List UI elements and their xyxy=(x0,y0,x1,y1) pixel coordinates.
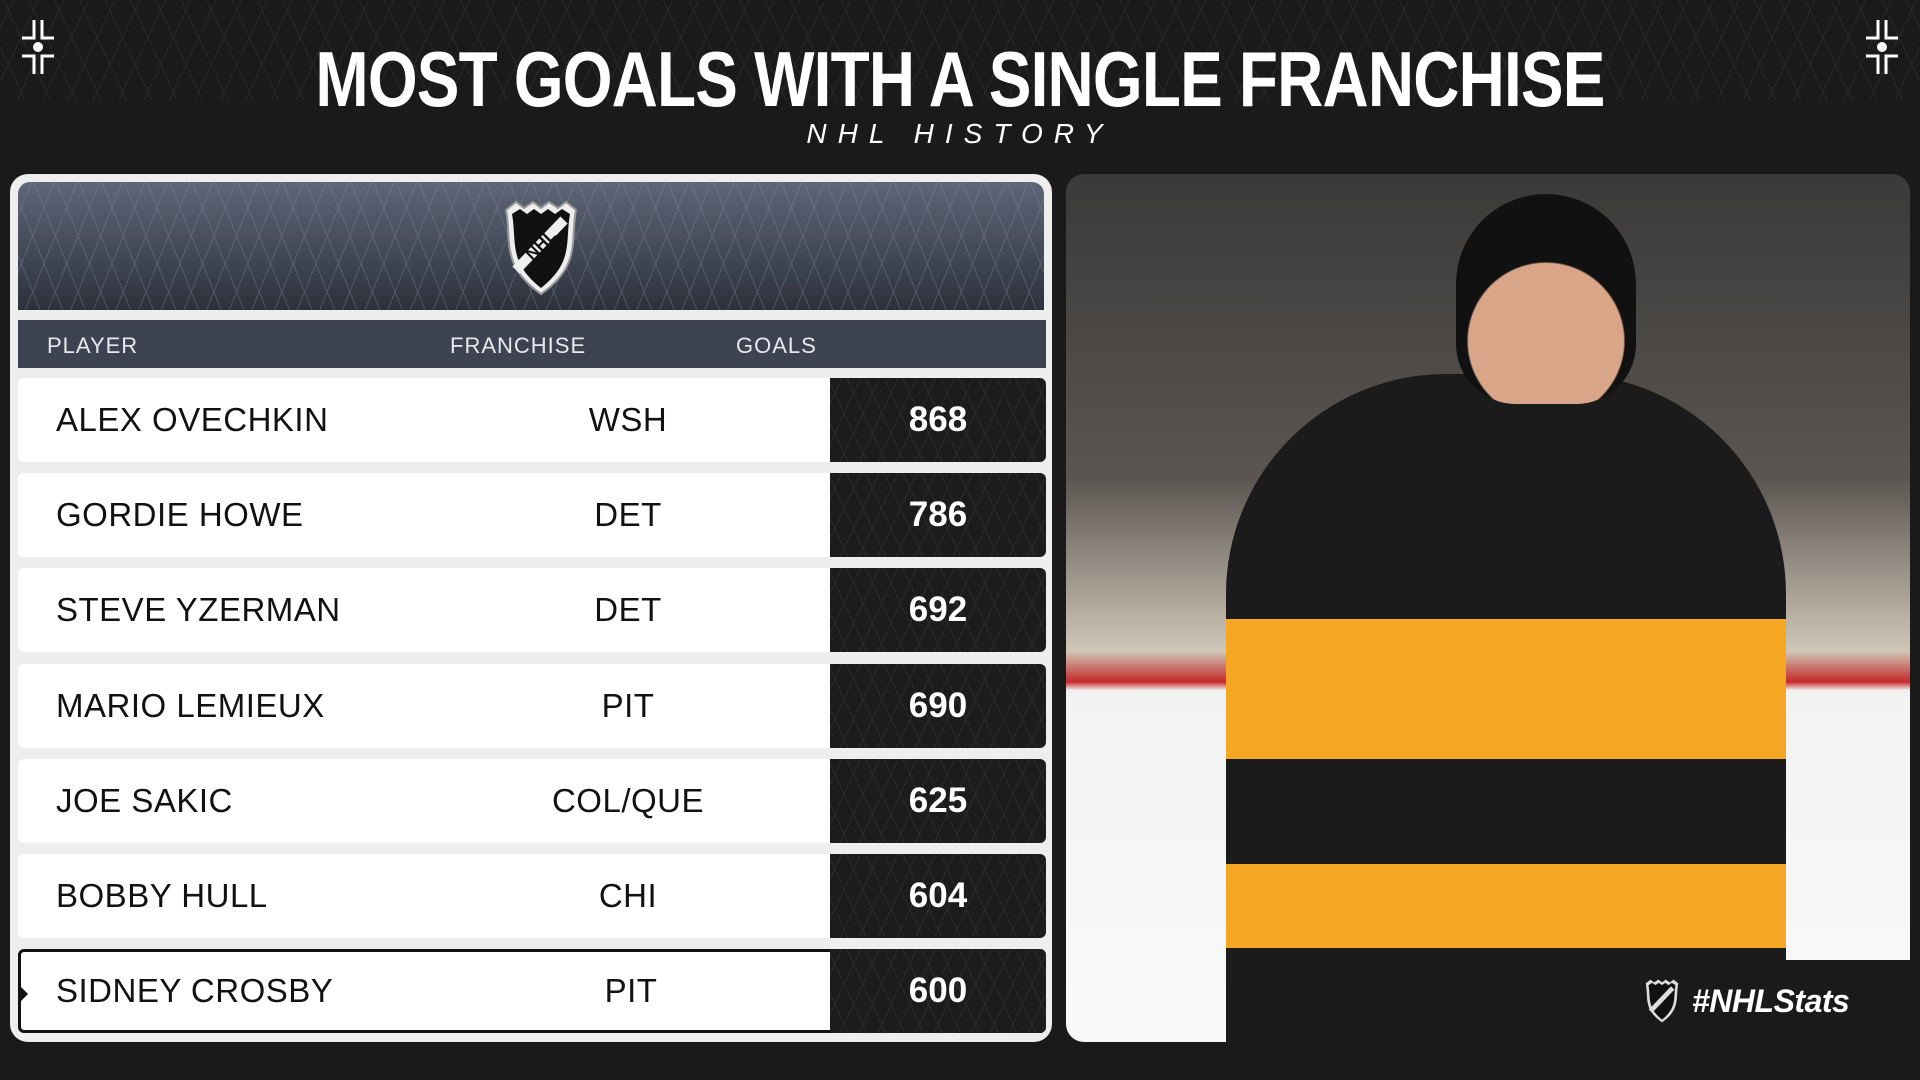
player-name: GORDIE HOWE xyxy=(56,496,304,534)
leaderboard-table: NHL PLAYER FRANCHISE GOALS ALEX OVECHKIN… xyxy=(10,174,1052,1042)
goals-value: 690 xyxy=(830,663,1046,748)
player-name: MARIO LEMIEUX xyxy=(56,686,325,724)
page-title: MOST GOALS WITH A SINGLE FRANCHISE xyxy=(315,35,1605,123)
table-header-banner: NHL xyxy=(18,182,1044,310)
player-name: JOE SAKIC xyxy=(56,781,233,819)
column-header-franchise: FRANCHISE xyxy=(450,333,587,358)
player-photo xyxy=(1066,174,1910,1042)
crosshair-icon xyxy=(22,20,54,74)
goals-value: 868 xyxy=(830,378,1046,462)
franchise: COL/QUE xyxy=(551,781,705,819)
column-header-goals: GOALS xyxy=(736,333,817,358)
player-name: BOBBY HULL xyxy=(56,877,268,914)
table-row: BOBBY HULL CHI 604 xyxy=(18,854,1046,938)
franchise: WSH xyxy=(588,401,668,438)
hashtag-label: #NHLStats xyxy=(1692,982,1850,1019)
player-name: ALEX OVECHKIN xyxy=(56,401,329,438)
table-row: MARIO LEMIEUX PIT 690 xyxy=(18,663,1046,748)
franchise: DET xyxy=(594,591,662,629)
goals-value: 625 xyxy=(830,758,1046,843)
goals-value: 692 xyxy=(830,568,1046,653)
nhlstats-badge: #NHLStats xyxy=(1618,960,1920,1042)
table-row: SIDNEY CROSBY PIT 600 xyxy=(18,949,1046,1034)
nhl-logo-icon: NHL xyxy=(504,200,578,296)
player-name: STEVE YZERMAN xyxy=(56,591,341,629)
column-header-row: PLAYER FRANCHISE GOALS xyxy=(18,320,1046,368)
franchise: PIT xyxy=(604,972,658,1010)
background-pattern xyxy=(0,0,1920,100)
crosshair-icon xyxy=(1866,20,1898,74)
goals-value: 604 xyxy=(830,854,1046,938)
page-subtitle: NHL HISTORY xyxy=(806,118,1114,149)
goals-value: 786 xyxy=(830,473,1046,558)
nhl-shield-icon xyxy=(1645,979,1679,1023)
table-row: GORDIE HOWE DET 786 xyxy=(18,473,1046,558)
column-header-player: PLAYER xyxy=(47,333,139,358)
helmet-graphic xyxy=(1456,194,1636,404)
franchise: CHI xyxy=(598,877,658,914)
goals-value: 600 xyxy=(830,949,1046,1034)
table-row: JOE SAKIC COL/QUE 625 xyxy=(18,758,1046,843)
franchise: PIT xyxy=(601,686,655,724)
jersey-graphic xyxy=(1226,374,1786,1042)
highlight-arrow-icon xyxy=(18,984,28,1005)
table-row: STEVE YZERMAN DET 692 xyxy=(18,568,1046,653)
franchise: DET xyxy=(594,496,662,534)
table-row: ALEX OVECHKIN WSH 868 xyxy=(18,378,1046,462)
player-name: SIDNEY CROSBY xyxy=(56,972,334,1010)
